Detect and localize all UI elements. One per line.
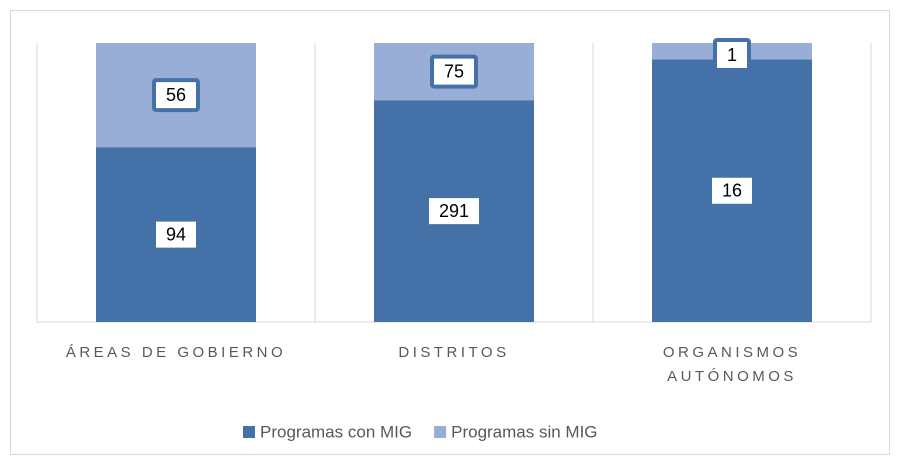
data-label-box <box>430 54 478 89</box>
x-tick-label: ÁREAS DE GOBIERNO <box>65 344 287 361</box>
data-label: 75 <box>444 61 464 81</box>
data-label: 1 <box>727 45 737 65</box>
data-label: 56 <box>166 85 186 105</box>
legend-swatch <box>434 426 447 438</box>
data-label: 16 <box>722 180 742 200</box>
data-label-box <box>713 38 751 72</box>
data-label-box <box>152 78 200 113</box>
data-label-box <box>152 217 200 252</box>
x-tick-label: DISTRITOS <box>398 344 510 361</box>
data-label-box <box>425 194 483 229</box>
data-label-box <box>708 173 756 208</box>
legend-label: Programas con MIG <box>260 422 412 441</box>
data-label: 94 <box>166 224 186 244</box>
legend-label: Programas sin MIG <box>451 422 597 441</box>
data-label: 291 <box>439 201 469 221</box>
legend-swatch <box>243 426 255 438</box>
x-tick-label: ORGANISMOS AUTÓNOMOS <box>662 344 802 385</box>
